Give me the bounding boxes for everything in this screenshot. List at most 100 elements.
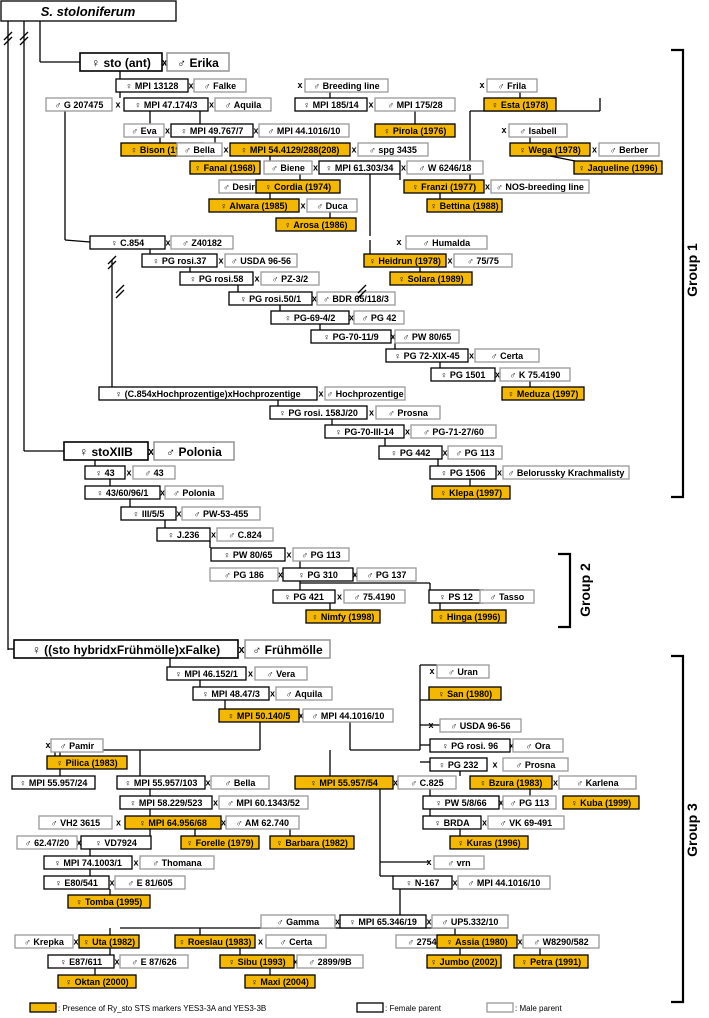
node-box	[57, 974, 137, 989]
node-box	[170, 123, 254, 138]
female-node-bettina: ♀ Bettina (1988)	[426, 198, 503, 213]
cross-sign: x	[126, 468, 131, 478]
node-label: ♀ 43	[95, 468, 114, 478]
node-label: ♂ Hochprozentige	[326, 389, 403, 399]
node-label: ♂ UP5.332/10	[442, 917, 499, 927]
node-label: ♂ Biene	[271, 163, 305, 173]
node-label: ♀ Kuras (1996)	[457, 838, 520, 848]
node-box	[429, 757, 488, 772]
cross-sign: x	[298, 711, 303, 721]
cross-sign: x	[205, 778, 210, 788]
node-box	[84, 485, 161, 500]
node-box	[502, 757, 569, 772]
node-box	[174, 934, 256, 949]
node-label: ♂ MPI 60.1343/52	[227, 798, 300, 808]
node-label: ♀ J.236	[168, 530, 200, 540]
cross-sign: x	[176, 509, 181, 519]
female-node-pg70119: ♀ PG-70-11/9	[310, 329, 392, 344]
node-label: ♂ 2754/8B	[407, 937, 451, 947]
male-node-falke1: ♂ Falke	[193, 78, 247, 93]
node-label: ♀ PG-69-4/2	[285, 313, 336, 323]
cross-sign: x	[209, 100, 214, 110]
node-label: ♀ VD7924	[95, 838, 137, 848]
node-label: ♀ ((sto hybridxFrühmölle)xFalke)	[32, 643, 220, 657]
node-label: ♀ Klepa (1997)	[440, 488, 502, 498]
cross-sign: x	[165, 238, 170, 248]
node-box	[385, 348, 469, 363]
node-label: ♀ Bison (1968)	[131, 145, 194, 155]
node-label: ♀ MPI 47.174/3	[135, 100, 198, 110]
break-mark	[357, 289, 367, 299]
male-node-aquila1: ♂ Aquila	[214, 97, 272, 112]
node-box	[156, 527, 211, 542]
node-box	[294, 97, 368, 112]
female-node-uta: ♀ Uta (1982)	[78, 934, 140, 949]
node-label: ♂ Isabell	[519, 126, 556, 136]
node-box	[479, 589, 535, 604]
node-label: ♀ Heidrun (1978)	[369, 256, 441, 266]
node-box	[210, 775, 270, 790]
node-label: ♀ MPI 55.957/24	[20, 778, 88, 788]
node-box	[499, 367, 571, 382]
node-label: ♂ BDR 65/118/3	[323, 294, 389, 304]
node-box	[302, 708, 394, 723]
node-box	[269, 405, 368, 420]
node-label: ♂ PG 42	[362, 313, 397, 323]
node-box	[124, 815, 222, 830]
female-node-pg442: ♀ PG 442	[378, 445, 443, 460]
node-box	[356, 567, 417, 582]
group-bracket	[671, 654, 685, 1004]
node-box	[180, 835, 260, 850]
node-box	[363, 253, 447, 268]
male-node-c824: ♂ C.824	[216, 527, 274, 542]
node-label: ♀ Pilica (1983)	[56, 758, 117, 768]
cross-sign: x	[213, 798, 218, 808]
node-box	[357, 142, 429, 157]
node-label: ♀ Oktan (2000)	[65, 977, 128, 987]
node-label: ♀ San (1980)	[438, 689, 492, 699]
male-node-mpi44c: ♂ MPI 44.1016/10	[457, 875, 551, 890]
female-node-pg421: ♀ PG 421	[272, 589, 336, 604]
male-node-ora: ♂ Ora	[512, 738, 564, 753]
female-node-iii55: ♀ III/5/5	[120, 506, 177, 521]
node-label: ♀ Franzi (1977)	[412, 182, 476, 192]
node-label: ♂ Eva	[131, 126, 157, 136]
node-box	[255, 179, 341, 194]
cross-sign: x	[161, 57, 168, 69]
female-node-oktan: ♀ Oktan (2000)	[57, 974, 137, 989]
female-node-pw566: ♀ PW 5/8/66	[422, 795, 500, 810]
female-node-san: ♀ San (1980)	[428, 686, 502, 701]
node-box	[292, 547, 350, 562]
node-label: ♂ Humalda	[423, 238, 471, 248]
female-node-mpi55b: ♀ MPI 55.957/103	[116, 775, 206, 790]
male-node-thomana: ♂ Thomana	[139, 855, 215, 870]
female-node-mpi46: ♀ MPI 46.152/1	[166, 666, 247, 681]
male-node-bdr: ♂ BDR 65/118/3	[316, 291, 396, 306]
node-box	[269, 835, 355, 850]
node-label: ♂ C.824	[228, 530, 261, 540]
female-node-mpi58: ♀ MPI 58.229/523	[119, 795, 213, 810]
cross-sign: x	[426, 857, 431, 867]
node-label: ♀ PW 5/8/66	[435, 798, 486, 808]
female-node-c854: ♀ C.854	[89, 235, 166, 250]
node-label: ♂ W8290/582	[533, 937, 588, 947]
node-label: ♀ PG 1501	[441, 370, 486, 380]
cross-sign: x	[335, 917, 340, 927]
cross-sign: x	[312, 294, 317, 304]
node-box	[512, 738, 564, 753]
cross-sign: x	[165, 126, 170, 136]
break-mark	[19, 36, 29, 46]
node-label: ♂ 75.4190	[354, 592, 396, 602]
female-node-meduza: ♀ Meduza (1997)	[501, 386, 585, 401]
node-box	[218, 795, 309, 810]
node-box	[265, 934, 327, 949]
cross-sign: x	[393, 778, 398, 788]
node-label: ♂ PG 113	[510, 798, 549, 808]
node-label: ♀ PG rosi.50/1	[240, 294, 301, 304]
cross-sign: x	[390, 332, 395, 342]
male-node-mpi44b: ♂ MPI 44.1016/10	[302, 708, 394, 723]
cross-sign: x	[426, 917, 431, 927]
break-mark	[3, 31, 13, 41]
male-node-hoch: ♂ Hochprozentige	[324, 386, 406, 401]
male-node-vrn: ♂ vrn	[433, 855, 485, 870]
